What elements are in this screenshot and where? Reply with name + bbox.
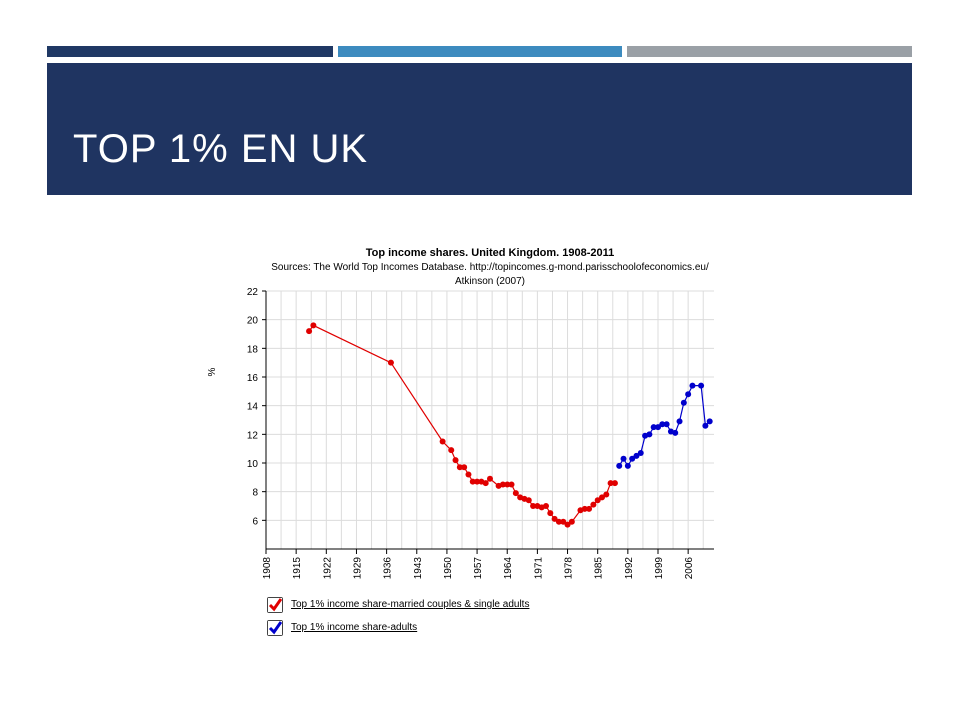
x-tick-label: 2006 bbox=[684, 557, 695, 580]
data-point bbox=[508, 481, 515, 488]
data-point bbox=[482, 480, 489, 487]
data-point bbox=[633, 452, 640, 459]
x-tick-label: 1922 bbox=[322, 557, 333, 580]
x-tick-label: 1985 bbox=[594, 557, 605, 580]
data-point bbox=[512, 490, 519, 497]
data-point bbox=[448, 447, 455, 454]
y-tick-label: 14 bbox=[247, 402, 259, 413]
y-tick-label: 16 bbox=[247, 373, 259, 384]
check-red-icon bbox=[268, 598, 282, 612]
data-point bbox=[560, 518, 567, 525]
data-point bbox=[685, 391, 692, 398]
data-point bbox=[310, 322, 317, 329]
data-point bbox=[676, 418, 683, 425]
data-point bbox=[547, 510, 554, 517]
data-point bbox=[689, 382, 696, 389]
data-point bbox=[599, 494, 605, 501]
x-tick-label: 1908 bbox=[262, 557, 273, 580]
accent-bar-blue bbox=[338, 46, 622, 57]
data-point bbox=[655, 424, 661, 431]
x-tick-label: 1957 bbox=[473, 557, 484, 580]
data-point bbox=[568, 518, 575, 525]
data-point bbox=[474, 478, 481, 485]
check-blue-icon bbox=[268, 621, 282, 635]
x-tick-label: 1915 bbox=[292, 557, 303, 580]
data-point bbox=[555, 518, 562, 525]
x-tick-label: 1971 bbox=[533, 557, 544, 580]
data-point bbox=[594, 497, 601, 504]
data-point bbox=[439, 438, 446, 445]
data-point bbox=[624, 462, 631, 469]
data-point bbox=[616, 462, 623, 469]
x-tick-label: 1992 bbox=[624, 557, 635, 580]
data-point bbox=[706, 418, 713, 425]
data-point bbox=[461, 464, 468, 471]
data-point bbox=[680, 399, 687, 406]
y-tick-label: 8 bbox=[252, 488, 258, 499]
data-point bbox=[499, 481, 506, 488]
data-point bbox=[456, 464, 463, 471]
data-point bbox=[659, 421, 666, 428]
data-point bbox=[387, 359, 394, 366]
y-axis-label: % bbox=[207, 367, 218, 376]
data-point bbox=[452, 457, 459, 464]
y-tick-label: 22 bbox=[247, 287, 259, 298]
y-tick-label: 6 bbox=[252, 516, 258, 527]
accent-bar-gray bbox=[627, 46, 912, 57]
y-tick-label: 12 bbox=[247, 430, 259, 441]
data-point bbox=[487, 475, 493, 482]
slide-title: TOP 1% EN UK bbox=[73, 127, 369, 171]
x-tick-label: 1929 bbox=[352, 557, 363, 580]
data-point bbox=[603, 491, 610, 498]
data-point bbox=[465, 471, 472, 478]
data-point bbox=[702, 422, 709, 429]
data-point bbox=[611, 480, 618, 487]
data-point bbox=[469, 478, 476, 485]
data-point bbox=[663, 421, 670, 428]
data-point bbox=[672, 429, 679, 436]
legend-label-adults[interactable]: Top 1% income share-adults bbox=[291, 622, 418, 633]
data-point bbox=[504, 481, 511, 488]
x-tick-label: 1964 bbox=[503, 557, 514, 580]
data-point bbox=[650, 424, 657, 431]
data-point bbox=[590, 501, 597, 508]
title-band: TOP 1% EN UK bbox=[47, 63, 912, 195]
x-tick-label: 1950 bbox=[443, 557, 454, 580]
legend-checkbox-red[interactable] bbox=[267, 597, 283, 613]
plot-area bbox=[266, 291, 714, 549]
data-point bbox=[629, 455, 636, 462]
data-point bbox=[646, 431, 653, 438]
legend-checkbox-blue[interactable] bbox=[267, 620, 283, 636]
chart-subtitle-line: Atkinson (2007) bbox=[455, 276, 525, 287]
data-point bbox=[551, 515, 558, 522]
data-point bbox=[607, 480, 614, 487]
x-tick-label: 1978 bbox=[564, 557, 575, 580]
y-tick-label: 10 bbox=[247, 459, 259, 470]
data-point bbox=[581, 505, 588, 512]
x-tick-label: 1943 bbox=[413, 557, 424, 580]
data-point bbox=[637, 449, 644, 456]
chart-title: Top income shares. United Kingdom. 1908-… bbox=[366, 247, 615, 259]
data-point bbox=[530, 503, 537, 509]
accent-bar-dark bbox=[47, 46, 333, 57]
chart-subtitle-line: Sources: The World Top Incomes Database.… bbox=[271, 262, 709, 273]
data-point bbox=[586, 505, 593, 512]
data-point bbox=[543, 503, 549, 509]
x-tick-label: 1936 bbox=[383, 557, 394, 580]
legend-label-married-couples[interactable]: Top 1% income share-married couples & si… bbox=[291, 599, 530, 610]
data-point bbox=[620, 455, 627, 462]
data-point bbox=[698, 382, 705, 389]
y-tick-label: 18 bbox=[247, 344, 259, 355]
data-point bbox=[306, 328, 313, 335]
data-point bbox=[525, 497, 532, 504]
x-tick-label: 1999 bbox=[654, 557, 665, 580]
data-point bbox=[564, 521, 571, 528]
y-tick-label: 20 bbox=[247, 316, 259, 327]
